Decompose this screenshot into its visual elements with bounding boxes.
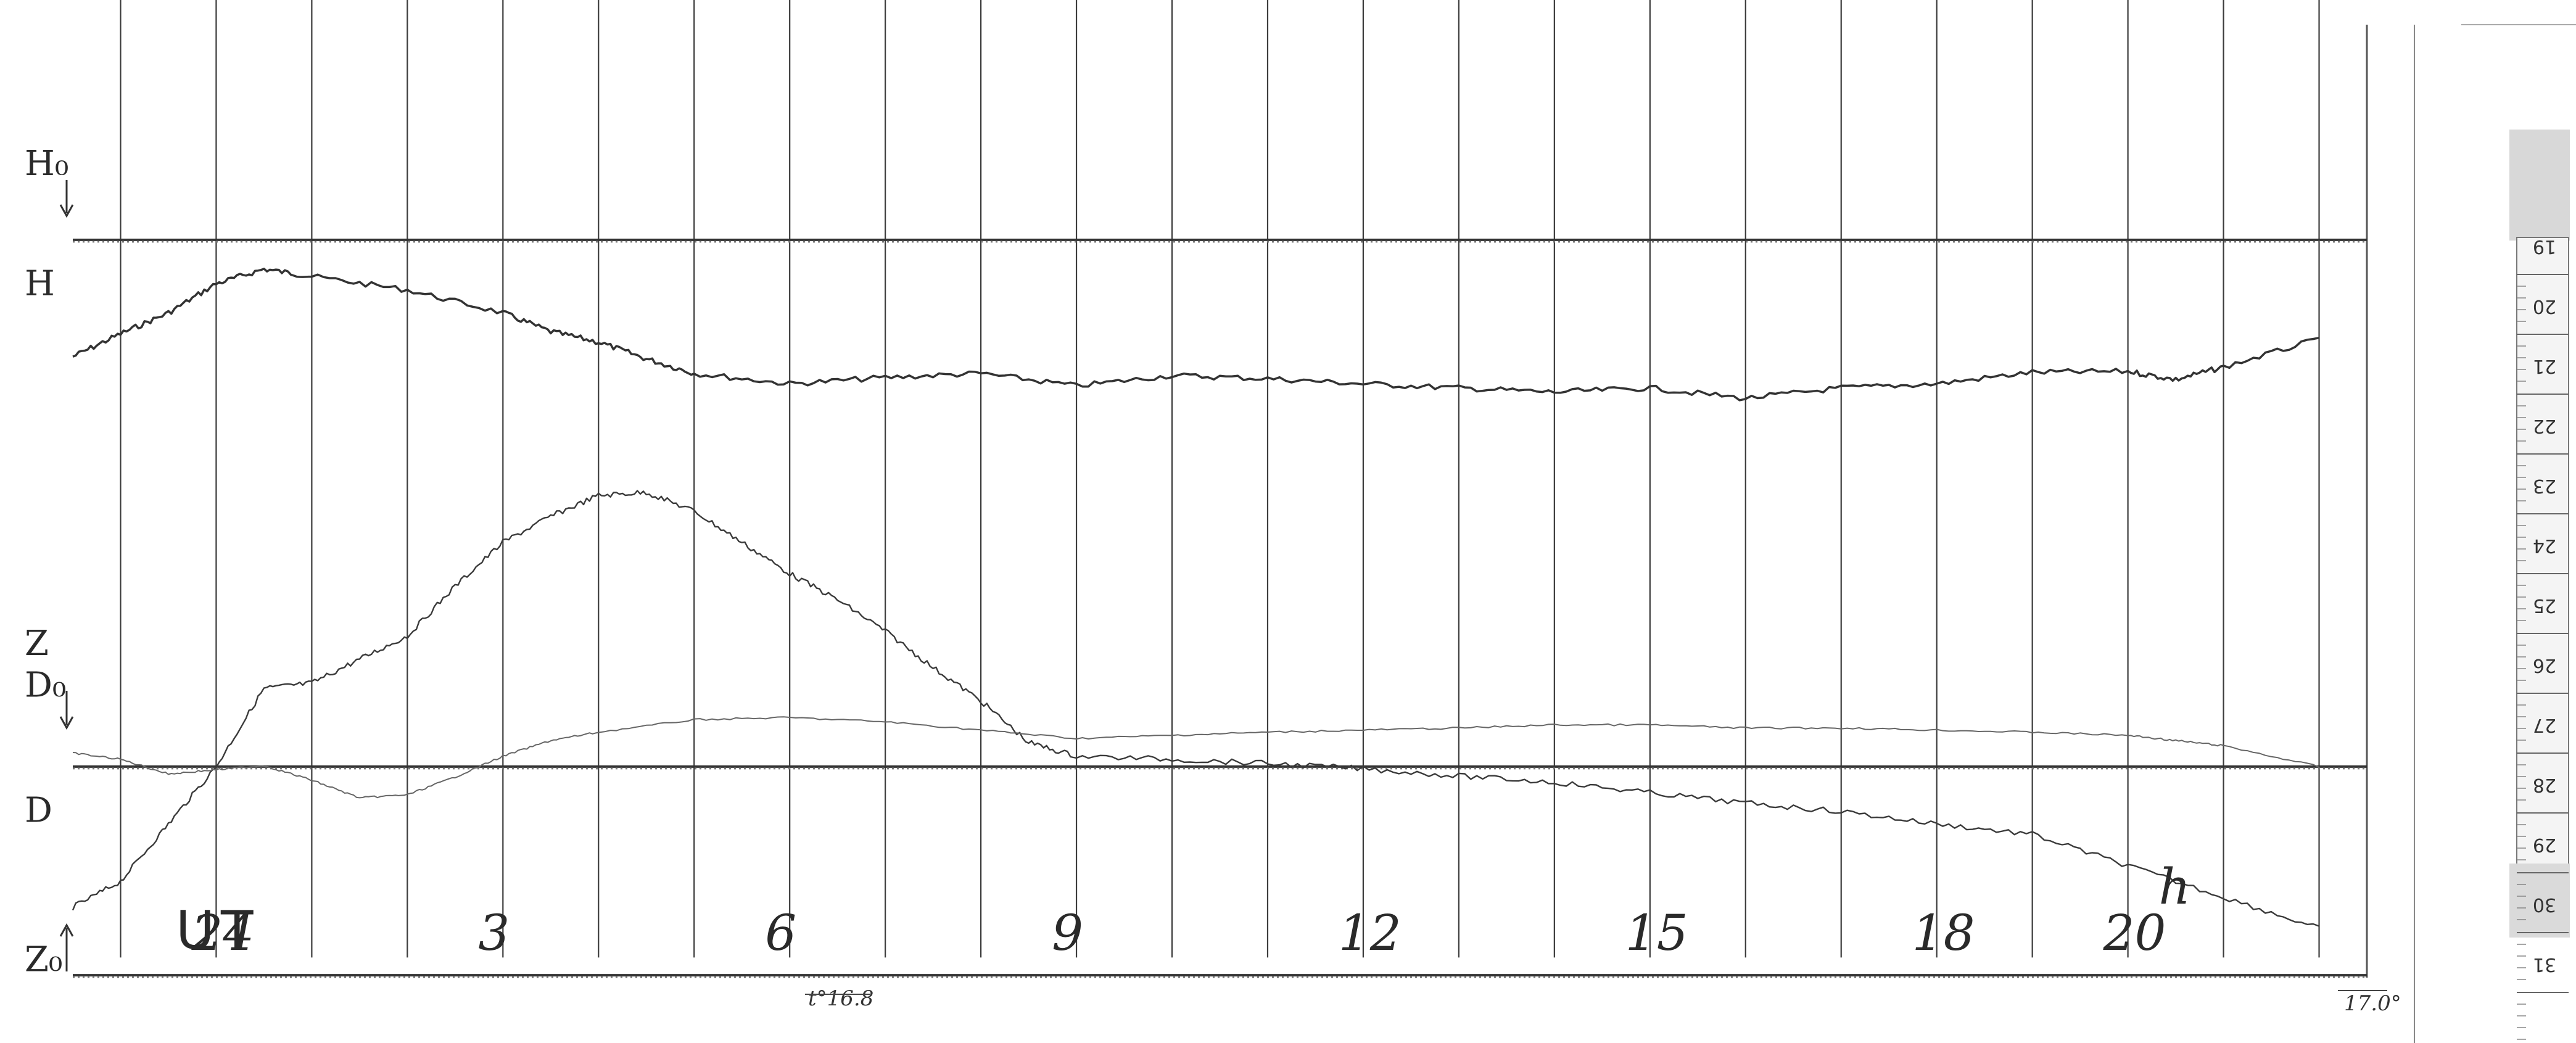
h-arrow-icon	[59, 180, 74, 218]
trace-label: D	[25, 791, 52, 831]
trace-label: D₀	[25, 666, 66, 706]
x-axis-label: UT	[176, 900, 259, 962]
trace-h	[72, 267, 2319, 402]
hour-gridlines	[120, 0, 2320, 958]
scale-number: 26	[2533, 654, 2556, 676]
scale-number: 31	[2533, 954, 2556, 975]
x-tick-label: 24	[191, 904, 254, 962]
scale-number: 30	[2533, 894, 2556, 915]
scale-tape-top	[2509, 130, 2570, 241]
trace-d	[72, 490, 2319, 927]
trace-label: Z₀	[25, 939, 62, 979]
x-tick-label: 6	[765, 904, 796, 962]
trace-labels: H₀ H ZD₀ D Z₀	[25, 144, 74, 979]
x-tick-labels: 24 3 6 9 12 15 18 20h	[191, 858, 2190, 962]
scale-number: 21	[2533, 355, 2556, 377]
scale-number: 25	[2533, 595, 2556, 616]
traces	[72, 267, 2319, 927]
scale-number: 28	[2533, 774, 2556, 796]
x-tick-label: 18	[1912, 904, 1975, 962]
calibration-scale: 19 20 21 22 23 24 25 26 27 28 29 30 31	[2517, 236, 2569, 1040]
z-arrow-icon	[59, 923, 74, 971]
scale-number: 22	[2533, 415, 2556, 437]
temperature-note-left: t°16.8	[808, 986, 873, 1011]
temperature-note-right: 17.0°	[2344, 991, 2401, 1016]
x-tick-label: 12	[1339, 904, 1402, 962]
x-tick-label: 3	[478, 904, 510, 962]
scale-tape-bottom	[2509, 864, 2570, 938]
trace-z	[72, 716, 2319, 799]
x-tick-label: 20	[2103, 904, 2166, 962]
scale-number: 27	[2533, 714, 2556, 736]
x-tick-label: 15	[1625, 904, 1688, 962]
scale-number: 23	[2533, 475, 2556, 497]
trace-label: H₀	[25, 144, 68, 184]
baselines	[73, 238, 2367, 978]
hour-suffix: h	[2159, 858, 2191, 915]
trace-label: Z	[25, 624, 49, 664]
trace-label: H	[25, 264, 55, 304]
scale-number: 19	[2533, 236, 2556, 257]
x-tick-label: 9	[1052, 904, 1083, 962]
scale-number: 24	[2533, 535, 2556, 556]
scale-number: 29	[2533, 834, 2556, 855]
d-arrow-icon	[59, 691, 74, 730]
scale-tape	[2516, 237, 2569, 870]
scale-number: 20	[2533, 295, 2556, 317]
